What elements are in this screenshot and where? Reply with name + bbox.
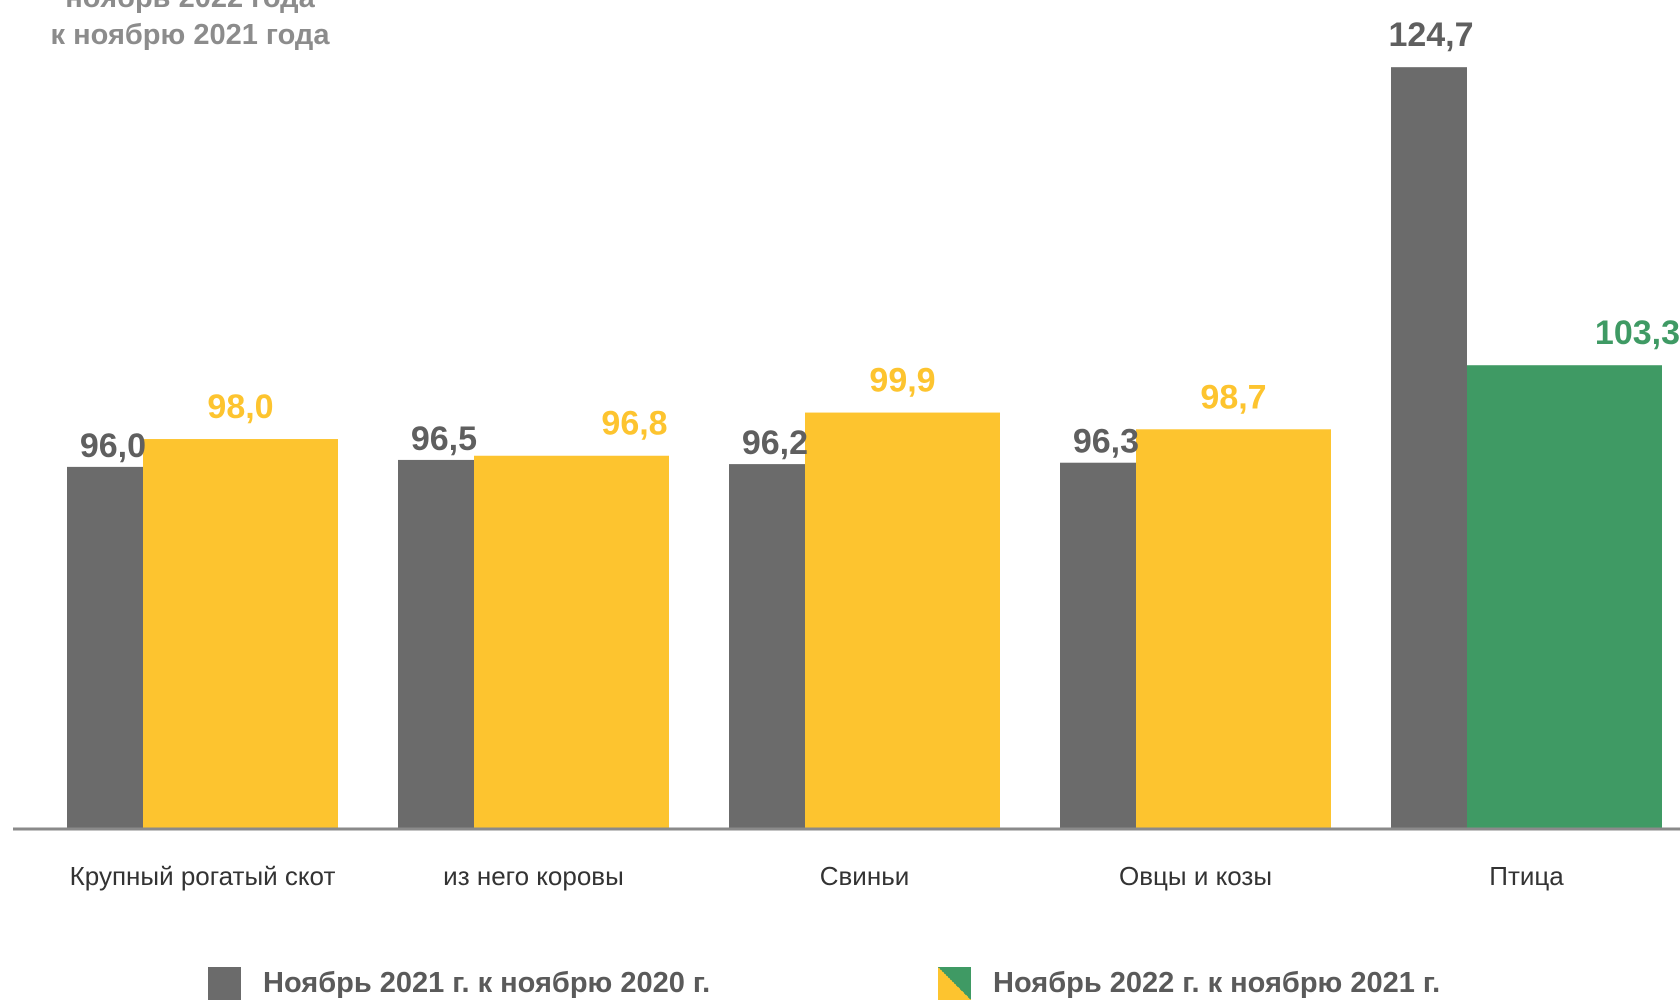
bar-series-2 <box>143 439 338 829</box>
legend-swatch-gray <box>208 966 241 1000</box>
data-label-series-1: 96,0 <box>80 427 146 465</box>
chart-title-line-1: ноябрь 2022 года <box>0 0 380 17</box>
bar-series-2 <box>805 412 1000 829</box>
bar-series-1 <box>1391 67 1467 830</box>
data-label-series-2: 99,9 <box>869 362 935 400</box>
bar-series-1 <box>729 464 805 829</box>
category-label: Крупный рогатый скот <box>70 861 336 891</box>
bar-series-1 <box>398 459 474 829</box>
legend-item-2022: Ноябрь 2022 г. к ноябрю 2021 г. <box>938 966 1440 1000</box>
category-label: Птица <box>1489 861 1564 891</box>
category-label: из него коровы <box>443 861 624 891</box>
chart-title: ноябрь 2022 года к ноябрю 2021 года <box>0 0 380 54</box>
bar-series-1 <box>1060 462 1136 829</box>
legend-label-2021: Ноябрь 2021 г. к ноябрю 2020 г. <box>263 966 711 999</box>
bar-series-2 <box>1136 429 1331 829</box>
chart-title-line-2: к ноябрю 2021 года <box>50 19 330 51</box>
bar-series-1 <box>67 466 143 829</box>
bar-series-2 <box>1467 365 1662 829</box>
data-label-series-2: 103,3 <box>1595 314 1680 352</box>
legend-item-2021: Ноябрь 2021 г. к ноябрю 2020 г. <box>208 966 710 1000</box>
data-label-series-2: 96,8 <box>601 405 667 443</box>
data-label-series-1: 96,5 <box>411 420 477 458</box>
data-label-series-2: 98,7 <box>1200 378 1266 416</box>
data-label-series-2: 98,0 <box>207 388 273 426</box>
bar-series-2 <box>474 455 669 829</box>
category-label: Овцы и козы <box>1119 861 1272 891</box>
data-label-series-1: 124,7 <box>1388 16 1473 54</box>
category-label: Свиньи <box>820 861 910 891</box>
legend-label-2022: Ноябрь 2022 г. к ноябрю 2021 г. <box>993 966 1441 999</box>
data-label-series-1: 96,2 <box>742 424 808 462</box>
data-label-series-1: 96,3 <box>1073 423 1139 461</box>
legend-swatch-yellow-green <box>938 966 971 1000</box>
